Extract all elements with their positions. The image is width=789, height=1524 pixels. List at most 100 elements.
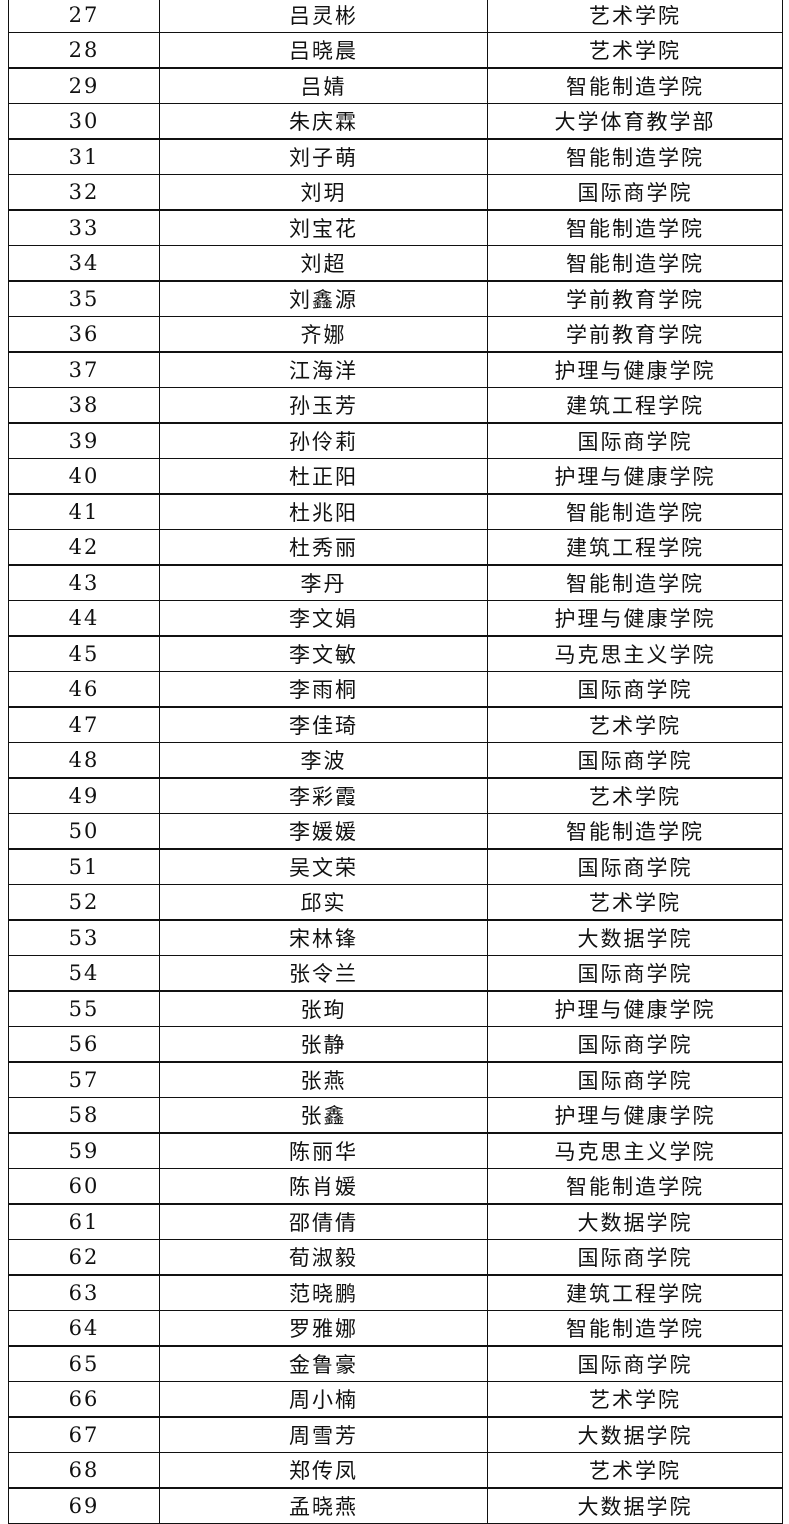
person-name: 孙玉芳 <box>159 386 488 424</box>
person-name: 张珣 <box>159 990 488 1027</box>
row-number: 64 <box>8 1309 160 1347</box>
row-number: 40 <box>8 457 160 495</box>
person-name: 吕晓晨 <box>159 31 488 69</box>
person-name: 刘玥 <box>159 173 488 211</box>
person-name: 张燕 <box>159 1061 488 1098</box>
row-number: 27 <box>8 0 160 33</box>
person-name: 范晓鹏 <box>159 1274 488 1311</box>
person-name: 李丹 <box>159 564 488 601</box>
college: 国际商学院 <box>487 848 783 885</box>
college: 国际商学院 <box>487 954 783 992</box>
row-number: 36 <box>8 315 160 353</box>
row-number: 66 <box>8 1380 160 1418</box>
row-number: 41 <box>8 493 160 530</box>
person-name: 吴文荣 <box>159 848 488 885</box>
row-number: 54 <box>8 954 160 992</box>
college: 艺术学院 <box>487 0 783 33</box>
college: 学前教育学院 <box>487 315 783 353</box>
row-number: 52 <box>8 883 160 921</box>
college: 马克思主义学院 <box>487 635 783 672</box>
college: 艺术学院 <box>487 31 783 69</box>
person-name: 齐娜 <box>159 315 488 353</box>
college: 建筑工程学院 <box>487 1274 783 1311</box>
college: 护理与健康学院 <box>487 1096 783 1134</box>
person-name: 李彩霞 <box>159 777 488 814</box>
row-number: 62 <box>8 1238 160 1276</box>
row-number: 56 <box>8 1025 160 1063</box>
college: 国际商学院 <box>487 1238 783 1276</box>
row-number: 57 <box>8 1061 160 1098</box>
college: 智能制造学院 <box>487 812 783 850</box>
row-number: 68 <box>8 1451 160 1489</box>
person-name: 李媛媛 <box>159 812 488 850</box>
person-name: 杜秀丽 <box>159 528 488 566</box>
college: 国际商学院 <box>487 670 783 708</box>
row-number: 58 <box>8 1096 160 1134</box>
person-name: 杜兆阳 <box>159 493 488 530</box>
row-number: 39 <box>8 422 160 459</box>
college: 护理与健康学院 <box>487 599 783 637</box>
row-number: 48 <box>8 741 160 779</box>
college: 艺术学院 <box>487 883 783 921</box>
person-name: 邱实 <box>159 883 488 921</box>
row-number: 43 <box>8 564 160 601</box>
college: 智能制造学院 <box>487 209 783 246</box>
person-name: 荀淑毅 <box>159 1238 488 1276</box>
person-name: 刘鑫源 <box>159 280 488 317</box>
person-name: 李佳琦 <box>159 706 488 743</box>
person-name: 吕灵彬 <box>159 0 488 33</box>
college: 大学体育教学部 <box>487 102 783 140</box>
row-number: 38 <box>8 386 160 424</box>
row-number: 49 <box>8 777 160 814</box>
college: 大数据学院 <box>487 1203 783 1240</box>
row-number: 29 <box>8 67 160 104</box>
row-number: 69 <box>8 1487 160 1524</box>
college: 建筑工程学院 <box>487 528 783 566</box>
college: 大数据学院 <box>487 1416 783 1453</box>
college: 护理与健康学院 <box>487 457 783 495</box>
person-name: 张鑫 <box>159 1096 488 1134</box>
row-number: 51 <box>8 848 160 885</box>
row-number: 28 <box>8 31 160 69</box>
person-name: 朱庆霖 <box>159 102 488 140</box>
person-name: 陈肖媛 <box>159 1167 488 1205</box>
college: 智能制造学院 <box>487 244 783 282</box>
person-name: 张静 <box>159 1025 488 1063</box>
college: 大数据学院 <box>487 1487 783 1524</box>
college: 护理与健康学院 <box>487 990 783 1027</box>
row-number: 37 <box>8 351 160 388</box>
row-number: 35 <box>8 280 160 317</box>
college: 学前教育学院 <box>487 280 783 317</box>
person-name: 宋林锋 <box>159 919 488 956</box>
college: 艺术学院 <box>487 1451 783 1489</box>
row-number: 30 <box>8 102 160 140</box>
row-number: 31 <box>8 138 160 175</box>
college: 国际商学院 <box>487 173 783 211</box>
person-name: 江海洋 <box>159 351 488 388</box>
college: 智能制造学院 <box>487 564 783 601</box>
person-name: 刘子萌 <box>159 138 488 175</box>
row-number: 45 <box>8 635 160 672</box>
college: 艺术学院 <box>487 1380 783 1418</box>
row-number: 59 <box>8 1132 160 1169</box>
row-number: 63 <box>8 1274 160 1311</box>
person-name: 李雨桐 <box>159 670 488 708</box>
person-name: 张令兰 <box>159 954 488 992</box>
row-number: 44 <box>8 599 160 637</box>
row-number: 55 <box>8 990 160 1027</box>
college: 国际商学院 <box>487 422 783 459</box>
college: 国际商学院 <box>487 1345 783 1382</box>
person-name: 李文娟 <box>159 599 488 637</box>
row-number: 33 <box>8 209 160 246</box>
college: 建筑工程学院 <box>487 386 783 424</box>
person-name: 陈丽华 <box>159 1132 488 1169</box>
college: 护理与健康学院 <box>487 351 783 388</box>
person-name: 李波 <box>159 741 488 779</box>
college: 智能制造学院 <box>487 138 783 175</box>
college: 国际商学院 <box>487 1025 783 1063</box>
row-number: 42 <box>8 528 160 566</box>
row-number: 61 <box>8 1203 160 1240</box>
college: 艺术学院 <box>487 706 783 743</box>
college: 艺术学院 <box>487 777 783 814</box>
